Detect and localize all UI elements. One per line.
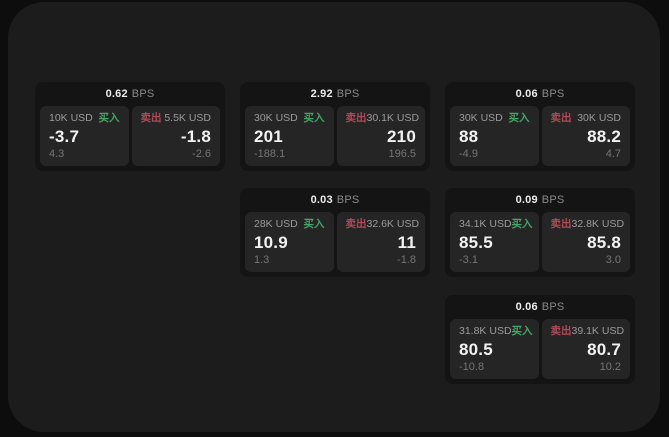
buy-price: 201: [254, 126, 283, 146]
buy-side-label: 买入: [511, 218, 533, 230]
buy-price: 85.5: [459, 232, 493, 252]
buy-price: 88: [459, 126, 479, 146]
sell-price: 88.2: [587, 126, 621, 146]
buy-delta: -10.8: [459, 361, 485, 373]
bps-unit-label: BPS: [336, 88, 360, 100]
sell-side-label: 卖出: [345, 218, 367, 230]
quote-card: 0.03 BPS 28K USD 买入 10.9 1.3 卖出 32.6K US…: [240, 188, 430, 277]
card-bps-header: 0.03 BPS: [240, 188, 430, 212]
sell-delta: 4.7: [605, 148, 621, 160]
buy-price: 10.9: [254, 232, 288, 252]
bps-unit-label: BPS: [336, 194, 360, 206]
sell-panel[interactable]: 卖出 32.6K USD 11 -1.8: [336, 212, 425, 272]
bps-value: 0.09: [515, 194, 538, 206]
card-bps-header: 0.09 BPS: [445, 188, 635, 212]
sell-price: 210: [387, 126, 416, 146]
buy-panel[interactable]: 34.1K USD 买入 85.5 -3.1: [450, 212, 539, 272]
sell-panel[interactable]: 卖出 39.1K USD 80.7 10.2: [541, 319, 630, 379]
buy-panel[interactable]: 28K USD 买入 10.9 1.3: [245, 212, 334, 272]
sell-side-label: 卖出: [550, 325, 572, 337]
bps-unit-label: BPS: [541, 301, 565, 313]
buy-amount: 31.8K USD: [459, 325, 512, 337]
buy-side-label: 买入: [508, 112, 530, 124]
quote-card: 0.06 BPS 30K USD 买入 88 -4.9 卖出 30K USD: [445, 82, 635, 171]
sell-side-label: 卖出: [550, 112, 572, 124]
card-bps-header: 0.06 BPS: [445, 82, 635, 106]
card-bps-header: 2.92 BPS: [240, 82, 430, 106]
sell-side-label: 卖出: [345, 112, 367, 124]
card-bps-header: 0.62 BPS: [35, 82, 225, 106]
bps-unit-label: BPS: [541, 88, 565, 100]
sell-price: 80.7: [587, 339, 621, 359]
buy-delta: 1.3: [254, 254, 270, 266]
bps-unit-label: BPS: [541, 194, 565, 206]
sell-delta: -1.8: [397, 254, 416, 266]
buy-side-label: 买入: [511, 325, 533, 337]
sell-amount: 39.1K USD: [571, 325, 625, 337]
bps-unit-label: BPS: [131, 88, 155, 100]
bps-value: 0.62: [105, 88, 128, 100]
quote-card: 2.92 BPS 30K USD 买入 201 -188.1 卖出 30.1K …: [240, 82, 430, 171]
sell-amount: 30.1K USD: [366, 112, 420, 124]
card-bps-header: 0.06 BPS: [445, 295, 635, 319]
buy-amount: 30K USD: [254, 112, 298, 124]
quote-card: 0.06 BPS 31.8K USD 买入 80.5 -10.8 卖出 39.1…: [445, 295, 635, 384]
sell-panel[interactable]: 卖出 30K USD 88.2 4.7: [541, 106, 630, 166]
buy-delta: -3.1: [459, 254, 478, 266]
sell-panel[interactable]: 卖出 32.8K USD 85.8 3.0: [541, 212, 630, 272]
quote-card: 0.09 BPS 34.1K USD 买入 85.5 -3.1 卖出 32.8K…: [445, 188, 635, 277]
buy-price: 80.5: [459, 339, 493, 359]
quotes-window: 0.62 BPS 10K USD 买入 -3.7 4.3 卖出 5.5K USD: [8, 2, 660, 432]
sell-price: -1.8: [180, 126, 211, 146]
buy-side-label: 买入: [98, 112, 120, 124]
buy-amount: 34.1K USD: [459, 218, 512, 230]
sell-delta: 10.2: [599, 361, 621, 373]
sell-delta: 196.5: [388, 148, 416, 160]
buy-side-label: 买入: [303, 112, 325, 124]
sell-price: 11: [397, 232, 416, 252]
sell-panel[interactable]: 卖出 30.1K USD 210 196.5: [336, 106, 425, 166]
bps-value: 0.06: [515, 88, 538, 100]
buy-delta: -4.9: [459, 148, 478, 160]
bps-value: 0.06: [515, 301, 538, 313]
bps-value: 0.03: [310, 194, 333, 206]
sell-amount: 32.6K USD: [366, 218, 420, 230]
sell-amount: 5.5K USD: [164, 112, 211, 124]
buy-amount: 28K USD: [254, 218, 298, 230]
buy-panel[interactable]: 30K USD 买入 88 -4.9: [450, 106, 539, 166]
sell-side-label: 卖出: [550, 218, 572, 230]
buy-delta: -188.1: [254, 148, 286, 160]
buy-amount: 10K USD: [49, 112, 93, 124]
quote-card: 0.62 BPS 10K USD 买入 -3.7 4.3 卖出 5.5K USD: [35, 82, 225, 171]
sell-amount: 32.8K USD: [571, 218, 625, 230]
bps-value: 2.92: [310, 88, 333, 100]
buy-delta: 4.3: [49, 148, 65, 160]
sell-delta: -2.6: [192, 148, 211, 160]
sell-side-label: 卖出: [140, 112, 162, 124]
sell-price: 85.8: [587, 232, 621, 252]
buy-panel[interactable]: 10K USD 买入 -3.7 4.3: [40, 106, 129, 166]
buy-amount: 30K USD: [459, 112, 503, 124]
buy-panel[interactable]: 31.8K USD 买入 80.5 -10.8: [450, 319, 539, 379]
buy-side-label: 买入: [303, 218, 325, 230]
sell-delta: 3.0: [605, 254, 621, 266]
buy-price: -3.7: [49, 126, 80, 146]
sell-amount: 30K USD: [577, 112, 621, 124]
buy-panel[interactable]: 30K USD 买入 201 -188.1: [245, 106, 334, 166]
sell-panel[interactable]: 卖出 5.5K USD -1.8 -2.6: [131, 106, 220, 166]
